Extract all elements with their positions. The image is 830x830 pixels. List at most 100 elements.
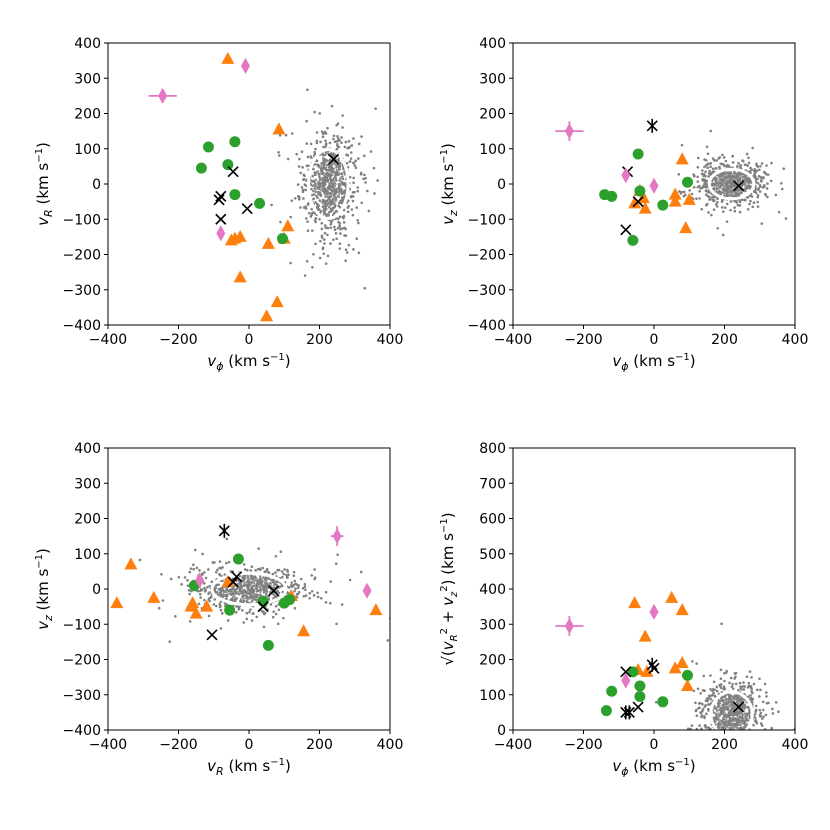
disk-star-point: [350, 208, 354, 211]
disk-star-point: [698, 724, 701, 727]
disk-star-point: [748, 708, 751, 712]
disk-star-point: [315, 141, 319, 145]
disk-star-point: [328, 198, 331, 201]
disk-star-point: [715, 200, 719, 204]
disk-star-point: [354, 166, 358, 170]
disk-star-point: [712, 711, 716, 714]
disk-star-point: [323, 231, 327, 235]
disk-star-point: [700, 727, 703, 730]
y-tick-label: 200: [479, 653, 506, 669]
disk-star-point: [234, 611, 238, 614]
circle-marker: [254, 197, 266, 209]
disk-star-point: [279, 220, 282, 224]
disk-star-point: [274, 604, 278, 608]
disk-star-point: [236, 605, 240, 608]
x-tick-label: 0: [245, 332, 254, 348]
disk-star-point: [730, 685, 734, 688]
disk-star-point: [247, 588, 250, 591]
disk-star-point: [743, 685, 747, 688]
cross-marker: [632, 196, 644, 208]
disk-star-point: [292, 574, 296, 578]
circle-marker: [284, 594, 296, 606]
disk-star-point: [695, 662, 698, 665]
disk-star-point: [739, 163, 742, 167]
triangle-marker: [680, 678, 694, 691]
disk-star-point: [157, 606, 161, 610]
disk-star-point: [351, 191, 355, 194]
disk-star-point: [310, 589, 314, 593]
y-tick-label: 100: [479, 688, 506, 704]
disk-star-point: [766, 173, 770, 176]
disk-star-point: [320, 236, 324, 239]
y-tick-label: −100: [63, 617, 101, 633]
disk-star-point: [742, 178, 745, 182]
disk-star-point: [728, 726, 732, 730]
disk-star-point: [251, 577, 255, 581]
disk-star-point: [318, 178, 322, 182]
disk-star-point: [352, 181, 355, 185]
disk-star-point: [698, 189, 701, 193]
y-tick-label: 300: [479, 617, 506, 633]
disk-star-point: [332, 186, 335, 190]
disk-star-point: [246, 586, 249, 590]
panel-3: −400 −200 0 200 400 −400 −300 −200 −100 0 100 200 30…: [34, 441, 403, 778]
triangle-marker: [682, 192, 696, 205]
disk-star-point: [260, 609, 264, 613]
disk-star-point: [265, 590, 269, 593]
disk-star-point: [726, 176, 730, 179]
y-tick-label: 400: [74, 441, 101, 457]
disk-star-point: [729, 703, 733, 707]
disk-star-point: [219, 594, 222, 598]
x-axis-label: vϕ (km s−1): [612, 352, 695, 373]
disk-star-point: [723, 679, 726, 683]
y-tick-label: −400: [63, 318, 101, 334]
x-tick-label: 0: [245, 737, 254, 753]
x-tick-label: −200: [159, 332, 197, 348]
disk-star-point: [192, 563, 195, 567]
triangle-marker: [675, 152, 689, 165]
disk-star-point: [703, 178, 707, 181]
disk-star-point: [306, 220, 309, 223]
disk-star-point: [709, 162, 713, 165]
disk-star-point: [334, 190, 337, 194]
disk-star-point: [782, 167, 786, 170]
disk-star-point: [341, 175, 344, 178]
disk-contour: [709, 690, 754, 730]
disk-star-point: [725, 669, 728, 673]
diamond-error-marker: [332, 528, 342, 545]
triangle-marker: [260, 309, 274, 322]
disk-star-point: [735, 175, 739, 178]
disk-star-point: [239, 599, 242, 603]
disk-star-point: [754, 708, 758, 712]
disk-star-point: [736, 698, 740, 701]
x-tick-label: 400: [377, 737, 404, 753]
disk-star-point: [759, 711, 763, 715]
disk-star-point: [712, 187, 715, 191]
disk-star-point: [177, 575, 181, 579]
disk-star-point: [700, 207, 704, 211]
disk-star-point: [366, 189, 369, 193]
disk-star-point: [749, 686, 753, 689]
disk-star-point: [234, 592, 238, 595]
disk-star-point: [319, 193, 323, 197]
disk-star-point: [311, 184, 315, 188]
circle-marker: [276, 233, 288, 245]
disk-star-point: [293, 579, 297, 583]
x-axis-label: vR (km s−1): [207, 757, 291, 778]
disk-star-point: [719, 677, 723, 680]
disk-star-point: [762, 715, 765, 719]
disk-star-point: [738, 173, 742, 177]
disk-star-point: [302, 173, 306, 177]
disk-star-point: [741, 159, 744, 162]
disk-star-point: [756, 177, 759, 181]
disk-star-point: [336, 137, 340, 140]
disk-star-point: [319, 168, 323, 172]
y-tick-label: −300: [63, 283, 101, 299]
x-tick-label: −400: [494, 737, 532, 753]
disk-star-point: [340, 603, 344, 606]
disk-star-point: [296, 183, 300, 186]
disk-star-point: [313, 219, 317, 222]
disk-star-point: [733, 723, 737, 726]
disk-star-point: [298, 197, 301, 201]
disk-star-point: [354, 159, 358, 163]
